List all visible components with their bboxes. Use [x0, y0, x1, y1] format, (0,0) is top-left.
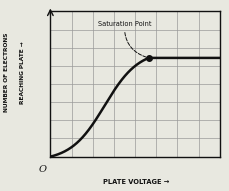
Text: Saturation Point: Saturation Point [98, 21, 151, 57]
Text: REACHING PLATE →: REACHING PLATE → [20, 41, 25, 104]
Text: O: O [39, 165, 47, 174]
Text: PLATE VOLTAGE →: PLATE VOLTAGE → [103, 179, 169, 185]
Text: NUMBER OF ELECTRONS: NUMBER OF ELECTRONS [4, 33, 9, 112]
